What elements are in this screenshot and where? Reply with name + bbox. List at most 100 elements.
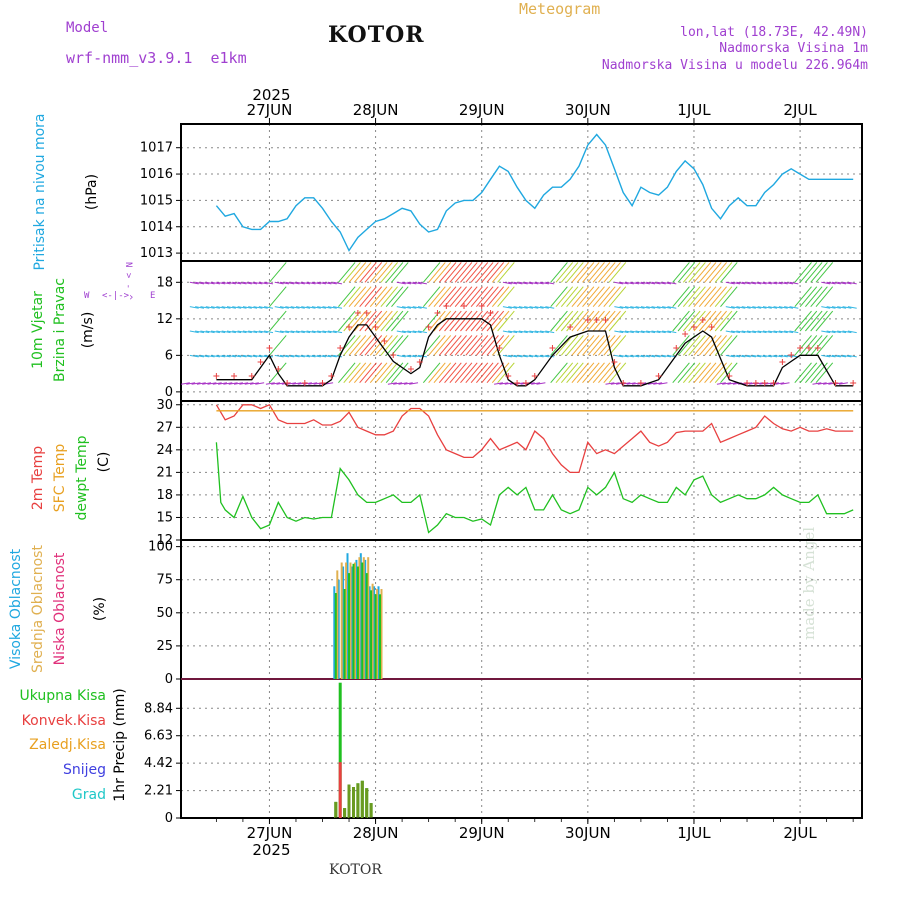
wind-arrow — [216, 354, 226, 358]
wind-arrow — [741, 306, 751, 309]
wind-arrow — [773, 330, 783, 334]
wind-arrow — [746, 330, 756, 334]
wind-arrow — [258, 306, 268, 309]
wind-arrow — [672, 286, 690, 307]
wind-arrow — [292, 382, 302, 385]
wind-arrow — [529, 354, 539, 358]
wind-arrow — [698, 310, 717, 332]
y-tick-label: 30 — [156, 398, 173, 413]
wind-arrow — [762, 354, 772, 358]
temp-ylabel: 2m Temp — [30, 446, 46, 510]
wind-arrow — [513, 330, 523, 334]
wind-arrow — [333, 330, 343, 334]
wind-arrow — [598, 362, 616, 384]
wind-arrow — [200, 330, 210, 334]
wind-arrow — [491, 335, 510, 356]
wind-arrow — [741, 281, 751, 285]
wind-arrow — [491, 262, 510, 283]
wind-arrow — [428, 286, 446, 307]
wind-arrow — [513, 281, 523, 285]
wind-arrow — [180, 382, 190, 385]
pressure-unit: (hPa) — [84, 174, 100, 210]
wind-arrow — [322, 330, 332, 334]
wind-arrow — [306, 330, 316, 334]
wind-arrow — [311, 281, 321, 285]
wind-arrow — [508, 330, 518, 334]
wind-arrow — [576, 286, 595, 307]
wind-arrow — [539, 330, 549, 334]
wind-arrow — [486, 335, 505, 356]
wind-arrow — [285, 281, 295, 285]
gust-marker — [461, 303, 468, 310]
wind-arrow — [847, 281, 857, 285]
wind-arrow — [555, 286, 574, 307]
wind-arrow — [582, 335, 600, 356]
temperature-line — [215, 442, 854, 534]
wind-arrow — [433, 286, 452, 307]
wind-arrow — [212, 382, 222, 385]
wind-arrow — [465, 335, 483, 356]
wind-arrow — [465, 262, 483, 283]
wind-arrow — [375, 262, 393, 283]
wind-arrow — [486, 362, 505, 384]
wind-arrow — [200, 306, 210, 309]
gust-marker — [744, 380, 751, 387]
wind-arrow — [709, 335, 727, 356]
wind-arrow — [677, 286, 696, 307]
wind-arrow — [784, 306, 794, 309]
wind-arrow — [195, 354, 205, 358]
gust-marker — [637, 380, 644, 387]
wind-arrow — [232, 306, 242, 309]
wind-arrow — [338, 286, 356, 307]
wind-arrow — [598, 335, 616, 356]
wind-arrow — [369, 362, 388, 384]
wind-arrow — [210, 281, 220, 285]
wind-arrow — [417, 330, 427, 334]
y-tick-label: 12 — [156, 533, 173, 548]
wind-arrow — [598, 262, 616, 283]
wind-arrow — [576, 362, 595, 384]
precip-legend-item: Zaledj.Kisa — [29, 737, 106, 753]
wind-arrow — [306, 306, 316, 309]
wind-arrow — [433, 335, 452, 356]
wind-arrow — [465, 286, 483, 307]
cloud-bar — [358, 557, 361, 679]
wind-arrow — [534, 354, 544, 358]
wind-arrow — [815, 286, 834, 307]
wind-arrow — [306, 281, 316, 285]
wind-arrow — [768, 354, 778, 358]
wind-arrow — [402, 281, 412, 285]
wind-arrow — [476, 362, 494, 384]
wind-arrow — [433, 262, 452, 283]
x-day-label-top: 2JUL — [783, 101, 817, 119]
wind-arrow — [258, 354, 268, 358]
wind-arrow — [454, 286, 473, 307]
wind-arrow — [186, 382, 196, 385]
temperature-panel: 12 15 18 21 24 27 30 — [156, 398, 863, 548]
wind-arrow — [672, 335, 690, 356]
wind-arrow — [842, 306, 852, 309]
gust-marker — [549, 345, 556, 352]
wind-arrow — [285, 306, 295, 309]
wind-arrow — [619, 306, 629, 309]
wind-arrow — [380, 335, 398, 356]
wind-arrow — [608, 310, 627, 332]
wind-arrow — [449, 362, 467, 384]
gust-marker — [673, 345, 680, 352]
wind-arrow — [746, 281, 756, 285]
wind-arrow — [338, 310, 356, 332]
wind-arrow — [449, 335, 467, 356]
wind-arrow — [646, 281, 656, 285]
wind-arrow — [444, 310, 462, 332]
wind-arrow — [847, 306, 857, 309]
wind-arrow — [635, 281, 645, 285]
wind-arrow — [407, 354, 417, 358]
wind-arrow — [531, 382, 541, 385]
wind-arrow — [677, 362, 696, 384]
gust-marker — [584, 317, 591, 324]
wind-arrow — [359, 310, 377, 332]
wind-arrow — [524, 330, 534, 334]
wind-arrow — [301, 306, 311, 309]
wind-arrow — [301, 354, 311, 358]
